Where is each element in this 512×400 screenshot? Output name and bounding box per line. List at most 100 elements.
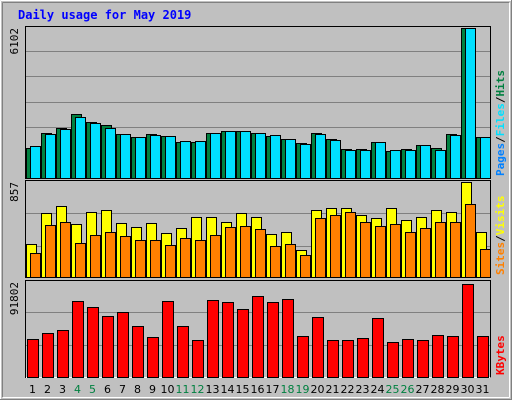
bar-kbytes-day-18	[282, 299, 294, 378]
side-legend-item-visits: Visits	[494, 196, 507, 236]
side-legend-separator: /	[494, 96, 507, 103]
bar-kbytes-day-31	[477, 336, 489, 378]
bar-sites-day-4	[75, 243, 86, 278]
day-label-2: 2	[44, 383, 51, 396]
bar-sites-day-23	[360, 222, 371, 278]
bar-kbytes-day-14	[222, 302, 234, 378]
day-label-13: 13	[206, 383, 220, 396]
bar-sites-day-16	[255, 229, 266, 278]
bar-files-day-25	[390, 150, 401, 179]
side-legend-visits-sites: Sites/Visits	[494, 196, 507, 276]
bar-sites-day-8	[135, 240, 146, 278]
day-label-18: 18	[281, 383, 295, 396]
day-label-21: 21	[326, 383, 340, 396]
day-label-31: 31	[476, 383, 490, 396]
bar-files-day-1	[30, 146, 41, 179]
bar-files-day-23	[360, 150, 371, 179]
side-legend-item-pages: Pages	[494, 143, 507, 176]
bar-files-day-14	[225, 131, 236, 179]
bar-files-day-13	[210, 133, 221, 179]
bar-kbytes-day-4	[72, 301, 84, 378]
bar-files-day-3	[60, 129, 71, 179]
day-label-27: 27	[416, 383, 430, 396]
day-label-14: 14	[221, 383, 235, 396]
bar-sites-day-22	[345, 212, 356, 278]
bar-sites-day-13	[210, 235, 221, 278]
day-label-17: 17	[266, 383, 280, 396]
day-label-26: 26	[401, 383, 415, 396]
day-label-6: 6	[104, 383, 111, 396]
bar-files-day-29	[450, 135, 461, 179]
bar-sites-day-29	[450, 222, 461, 278]
bar-files-day-5	[90, 123, 101, 179]
day-label-12: 12	[191, 383, 205, 396]
bar-sites-day-1	[30, 253, 41, 278]
day-label-30: 30	[461, 383, 475, 396]
bar-files-day-30	[465, 28, 476, 179]
panel-visits-sites: 857 Sites/Visits	[8, 180, 507, 278]
bar-sites-day-21	[330, 215, 341, 278]
bar-files-day-31	[480, 137, 491, 179]
bar-sites-day-5	[90, 235, 101, 278]
day-label-28: 28	[431, 383, 445, 396]
bar-kbytes-day-20	[312, 317, 324, 378]
bar-files-day-26	[405, 150, 416, 179]
bar-kbytes-day-26	[402, 339, 414, 378]
bar-kbytes-day-2	[42, 333, 54, 378]
bar-kbytes-day-8	[132, 326, 144, 378]
bar-files-day-22	[345, 150, 356, 179]
day-label-25: 25	[386, 383, 400, 396]
max-label-kbytes: 91802	[8, 282, 21, 315]
bar-sites-day-26	[405, 232, 416, 278]
bar-kbytes-day-29	[447, 336, 459, 378]
bar-files-day-16	[255, 133, 266, 179]
bar-kbytes-day-6	[102, 316, 114, 378]
day-label-10: 10	[161, 383, 175, 396]
bar-kbytes-day-30	[462, 284, 474, 378]
chart-title: Daily usage for May 2019	[18, 8, 191, 22]
day-label-29: 29	[446, 383, 460, 396]
bar-files-day-15	[240, 131, 251, 179]
bar-kbytes-day-28	[432, 335, 444, 378]
bar-sites-day-19	[300, 255, 311, 278]
bar-sites-day-25	[390, 224, 401, 278]
bar-sites-day-11	[180, 238, 191, 278]
bar-sites-day-12	[195, 240, 206, 278]
bar-sites-day-6	[105, 232, 116, 278]
day-label-1: 1	[29, 383, 36, 396]
day-label-9: 9	[149, 383, 156, 396]
day-label-11: 11	[176, 383, 190, 396]
bar-files-day-27	[420, 145, 431, 179]
day-label-5: 5	[89, 383, 96, 396]
bar-files-day-18	[285, 139, 296, 179]
bar-sites-day-9	[150, 240, 161, 278]
bar-sites-day-14	[225, 227, 236, 278]
bar-files-day-24	[375, 142, 386, 179]
day-label-3: 3	[59, 383, 66, 396]
bar-kbytes-day-11	[177, 326, 189, 378]
bar-sites-day-27	[420, 228, 431, 278]
bar-sites-day-20	[315, 218, 326, 278]
bar-sites-day-15	[240, 226, 251, 278]
day-label-23: 23	[356, 383, 370, 396]
bar-kbytes-day-9	[147, 337, 159, 378]
max-label-visits-sites: 857	[8, 182, 21, 202]
bar-kbytes-day-10	[162, 301, 174, 378]
bar-sites-day-2	[45, 225, 56, 278]
bar-files-day-9	[150, 135, 161, 179]
max-label-hits-files-pages: 6102	[8, 28, 21, 55]
bar-kbytes-day-19	[297, 336, 309, 378]
bar-kbytes-day-5	[87, 307, 99, 378]
bar-files-day-7	[120, 134, 131, 179]
bar-sites-day-18	[285, 244, 296, 278]
bar-files-day-10	[165, 136, 176, 179]
day-label-15: 15	[236, 383, 250, 396]
side-legend-item-hits: Hits	[494, 70, 507, 97]
side-legend-item-kbytes: KBytes	[494, 335, 507, 375]
bar-files-day-19	[300, 144, 311, 179]
day-label-24: 24	[371, 383, 385, 396]
bar-files-day-28	[435, 150, 446, 179]
bar-files-day-17	[270, 135, 281, 179]
